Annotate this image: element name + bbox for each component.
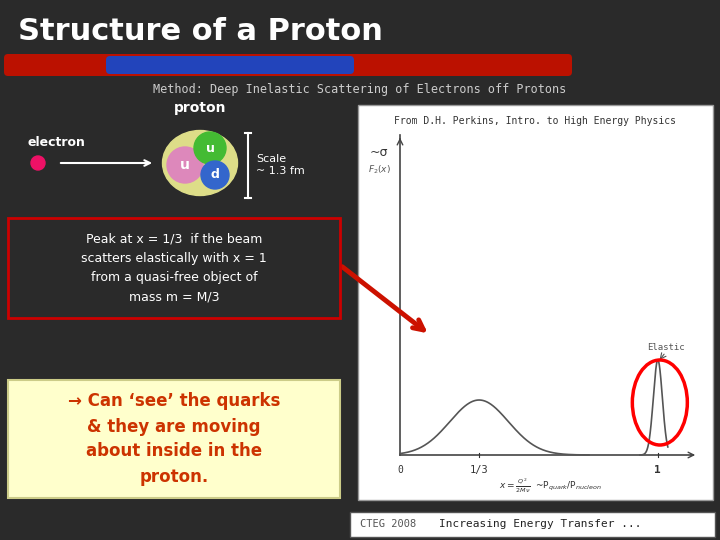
Text: CTEG 2008: CTEG 2008 [360, 519, 416, 529]
Text: Increasing Energy Transfer ...: Increasing Energy Transfer ... [438, 519, 642, 529]
Text: Method: Deep Inelastic Scattering of Electrons off Protons: Method: Deep Inelastic Scattering of Ele… [153, 84, 567, 97]
Text: $x=\frac{Q^2}{2M\nu}$  ~P$_{quark}$/P$_{nucleon}$: $x=\frac{Q^2}{2M\nu}$ ~P$_{quark}$/P$_{n… [499, 477, 602, 495]
Text: u: u [206, 141, 215, 154]
Circle shape [167, 147, 203, 183]
Bar [358, 105, 713, 500]
Ellipse shape [163, 131, 238, 195]
Text: → Can ‘see’ the quarks
& they are moving
about inside in the
proton.: → Can ‘see’ the quarks & they are moving… [68, 393, 280, 485]
Bar [8, 380, 340, 498]
Bar [8, 218, 340, 318]
Bar [350, 512, 715, 537]
Text: 1/3: 1/3 [469, 465, 488, 475]
FancyBboxPatch shape [106, 56, 354, 74]
Text: proton: proton [174, 101, 226, 115]
Text: From D.H. Perkins, Intro. to High Energy Physics: From D.H. Perkins, Intro. to High Energy… [395, 116, 677, 126]
Text: Elastic: Elastic [647, 343, 685, 352]
Text: ~σ: ~σ [370, 146, 389, 159]
Circle shape [194, 132, 226, 164]
Text: u: u [180, 158, 190, 172]
Text: d: d [210, 168, 220, 181]
Text: Structure of a Proton: Structure of a Proton [18, 17, 383, 46]
Text: 0: 0 [397, 465, 403, 475]
Text: $F_2(x)$: $F_2(x)$ [368, 164, 391, 176]
Circle shape [201, 161, 229, 189]
Text: Peak at x = 1/3  if the beam
scatters elastically with x = 1
from a quasi-free o: Peak at x = 1/3 if the beam scatters ela… [81, 233, 267, 303]
Text: 1: 1 [654, 465, 661, 475]
Text: Scale
~ 1.3 fm: Scale ~ 1.3 fm [256, 154, 305, 176]
FancyBboxPatch shape [4, 54, 572, 76]
Text: electron: electron [28, 137, 86, 150]
Circle shape [31, 156, 45, 170]
